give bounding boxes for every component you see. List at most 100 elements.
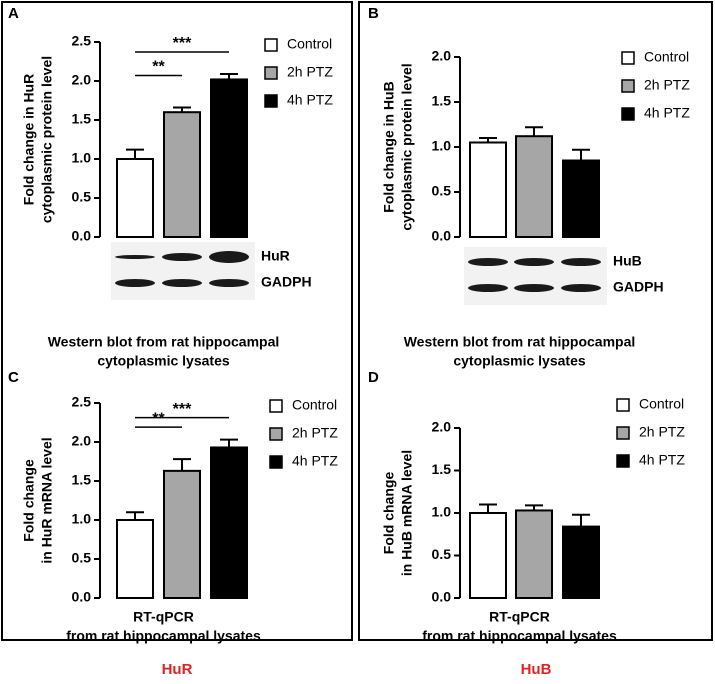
blot-label: GADPH	[613, 279, 664, 295]
legend-swatch	[264, 66, 278, 80]
y-tick-label: 1.5	[72, 472, 92, 488]
caption: Western blot from rat hippocampal	[404, 334, 636, 350]
legend-label: 2h PTZ	[287, 64, 333, 80]
blot-band	[115, 279, 155, 287]
y-tick-label: 0.0	[432, 228, 452, 244]
y-tick-label: 0.5	[72, 550, 92, 566]
blot-band	[561, 258, 601, 266]
group-label: HuB	[521, 661, 552, 678]
y-tick-label: 2.5	[72, 33, 92, 49]
y-axis-label: Fold change in HuB	[381, 81, 397, 212]
y-axis-label: Fold change in HuR	[21, 74, 37, 205]
y-axis-label: in HuB mRNA level	[399, 450, 415, 576]
legend-swatch	[621, 51, 635, 65]
blot-label: HuB	[613, 253, 642, 269]
significance-label: ***	[173, 35, 192, 52]
legend-label: Control	[292, 397, 337, 413]
caption: RT-qPCR	[133, 609, 194, 625]
blot-label: HuR	[261, 248, 290, 264]
blot-band	[209, 251, 249, 263]
legend-swatch	[621, 107, 635, 121]
y-tick-label: 2.0	[72, 433, 92, 449]
bar	[515, 135, 553, 238]
legend-swatch	[269, 399, 283, 413]
caption: Western blot from rat hippocampal	[48, 334, 280, 350]
legend-label: 4h PTZ	[639, 452, 685, 468]
legend-swatch	[264, 38, 278, 52]
group-label: HuR	[162, 661, 193, 678]
y-tick-label: 0.0	[72, 589, 92, 605]
y-axis-label: Fold change	[381, 472, 397, 555]
blot-band	[514, 284, 554, 292]
legend-swatch	[269, 427, 283, 441]
blot-label: GADPH	[261, 274, 312, 290]
panel-letter: A	[8, 5, 19, 22]
legend-swatch	[616, 426, 630, 440]
bar	[210, 446, 248, 599]
caption: cytoplasmic lysates	[97, 353, 230, 369]
blot-band	[561, 284, 601, 292]
y-tick-label: 0.5	[72, 189, 92, 205]
y-tick-label: 2.0	[432, 419, 452, 435]
y-tick-label: 1.0	[72, 511, 92, 527]
significance-label: ***	[173, 401, 192, 418]
caption: cytoplasmic lysates	[453, 353, 586, 369]
blot-band	[115, 255, 155, 259]
legend-label: Control	[287, 36, 332, 52]
caption: RT-qPCR	[489, 609, 550, 625]
legend-label: Control	[639, 396, 684, 412]
legend-label: 4h PTZ	[292, 453, 338, 469]
legend-label: 4h PTZ	[644, 105, 690, 121]
y-axis-label: in HuR mRNA level	[39, 437, 55, 563]
y-axis-label: Fold change	[21, 459, 37, 542]
bar	[163, 111, 201, 238]
y-tick-label: 1.5	[432, 461, 452, 477]
y-tick-label: 0.5	[432, 183, 452, 199]
bar	[163, 469, 201, 599]
y-tick-label: 1.0	[72, 150, 92, 166]
legend-label: 2h PTZ	[639, 424, 685, 440]
y-tick-label: 2.0	[432, 48, 452, 64]
blot-band	[162, 253, 202, 261]
y-tick-label: 0.0	[432, 589, 452, 605]
y-tick-label: 2.5	[72, 394, 92, 410]
y-tick-label: 1.0	[432, 504, 452, 520]
significance-label: **	[152, 410, 165, 427]
bar	[515, 509, 553, 600]
bar	[562, 525, 600, 599]
blot-band	[209, 279, 249, 287]
legend-label: 2h PTZ	[292, 425, 338, 441]
panel-letter: D	[368, 369, 379, 386]
legend-label: Control	[644, 49, 689, 65]
caption: from rat hippocampal lysates	[66, 628, 261, 644]
y-tick-label: 1.5	[72, 111, 92, 127]
legend-swatch	[621, 79, 635, 93]
blot-band	[468, 258, 508, 266]
blot-band	[468, 284, 508, 292]
legend-swatch	[616, 454, 630, 468]
legend-swatch	[269, 455, 283, 469]
bar	[116, 519, 154, 599]
panel-letter: C	[8, 369, 19, 386]
legend-label: 2h PTZ	[644, 77, 690, 93]
blot-background	[111, 242, 255, 300]
bar	[116, 158, 154, 238]
legend-swatch	[616, 398, 630, 412]
bar	[562, 159, 600, 238]
y-tick-label: 1.0	[432, 138, 452, 154]
significance-label: **	[152, 59, 165, 76]
bar	[469, 141, 507, 238]
panel-letter: B	[368, 5, 379, 22]
y-axis-label: cytoplasmic protein level	[39, 56, 55, 223]
panel-frame	[1, 1, 353, 641]
y-tick-label: 2.0	[72, 72, 92, 88]
caption: from rat hippocampal lysates	[422, 628, 617, 644]
panel-frame	[358, 1, 713, 641]
legend-swatch	[264, 94, 278, 108]
blot-band	[514, 258, 554, 266]
legend-label: 4h PTZ	[287, 92, 333, 108]
y-axis-label: cytoplasmic protein level	[399, 63, 415, 230]
y-tick-label: 1.5	[432, 93, 452, 109]
blot-background	[464, 247, 607, 305]
